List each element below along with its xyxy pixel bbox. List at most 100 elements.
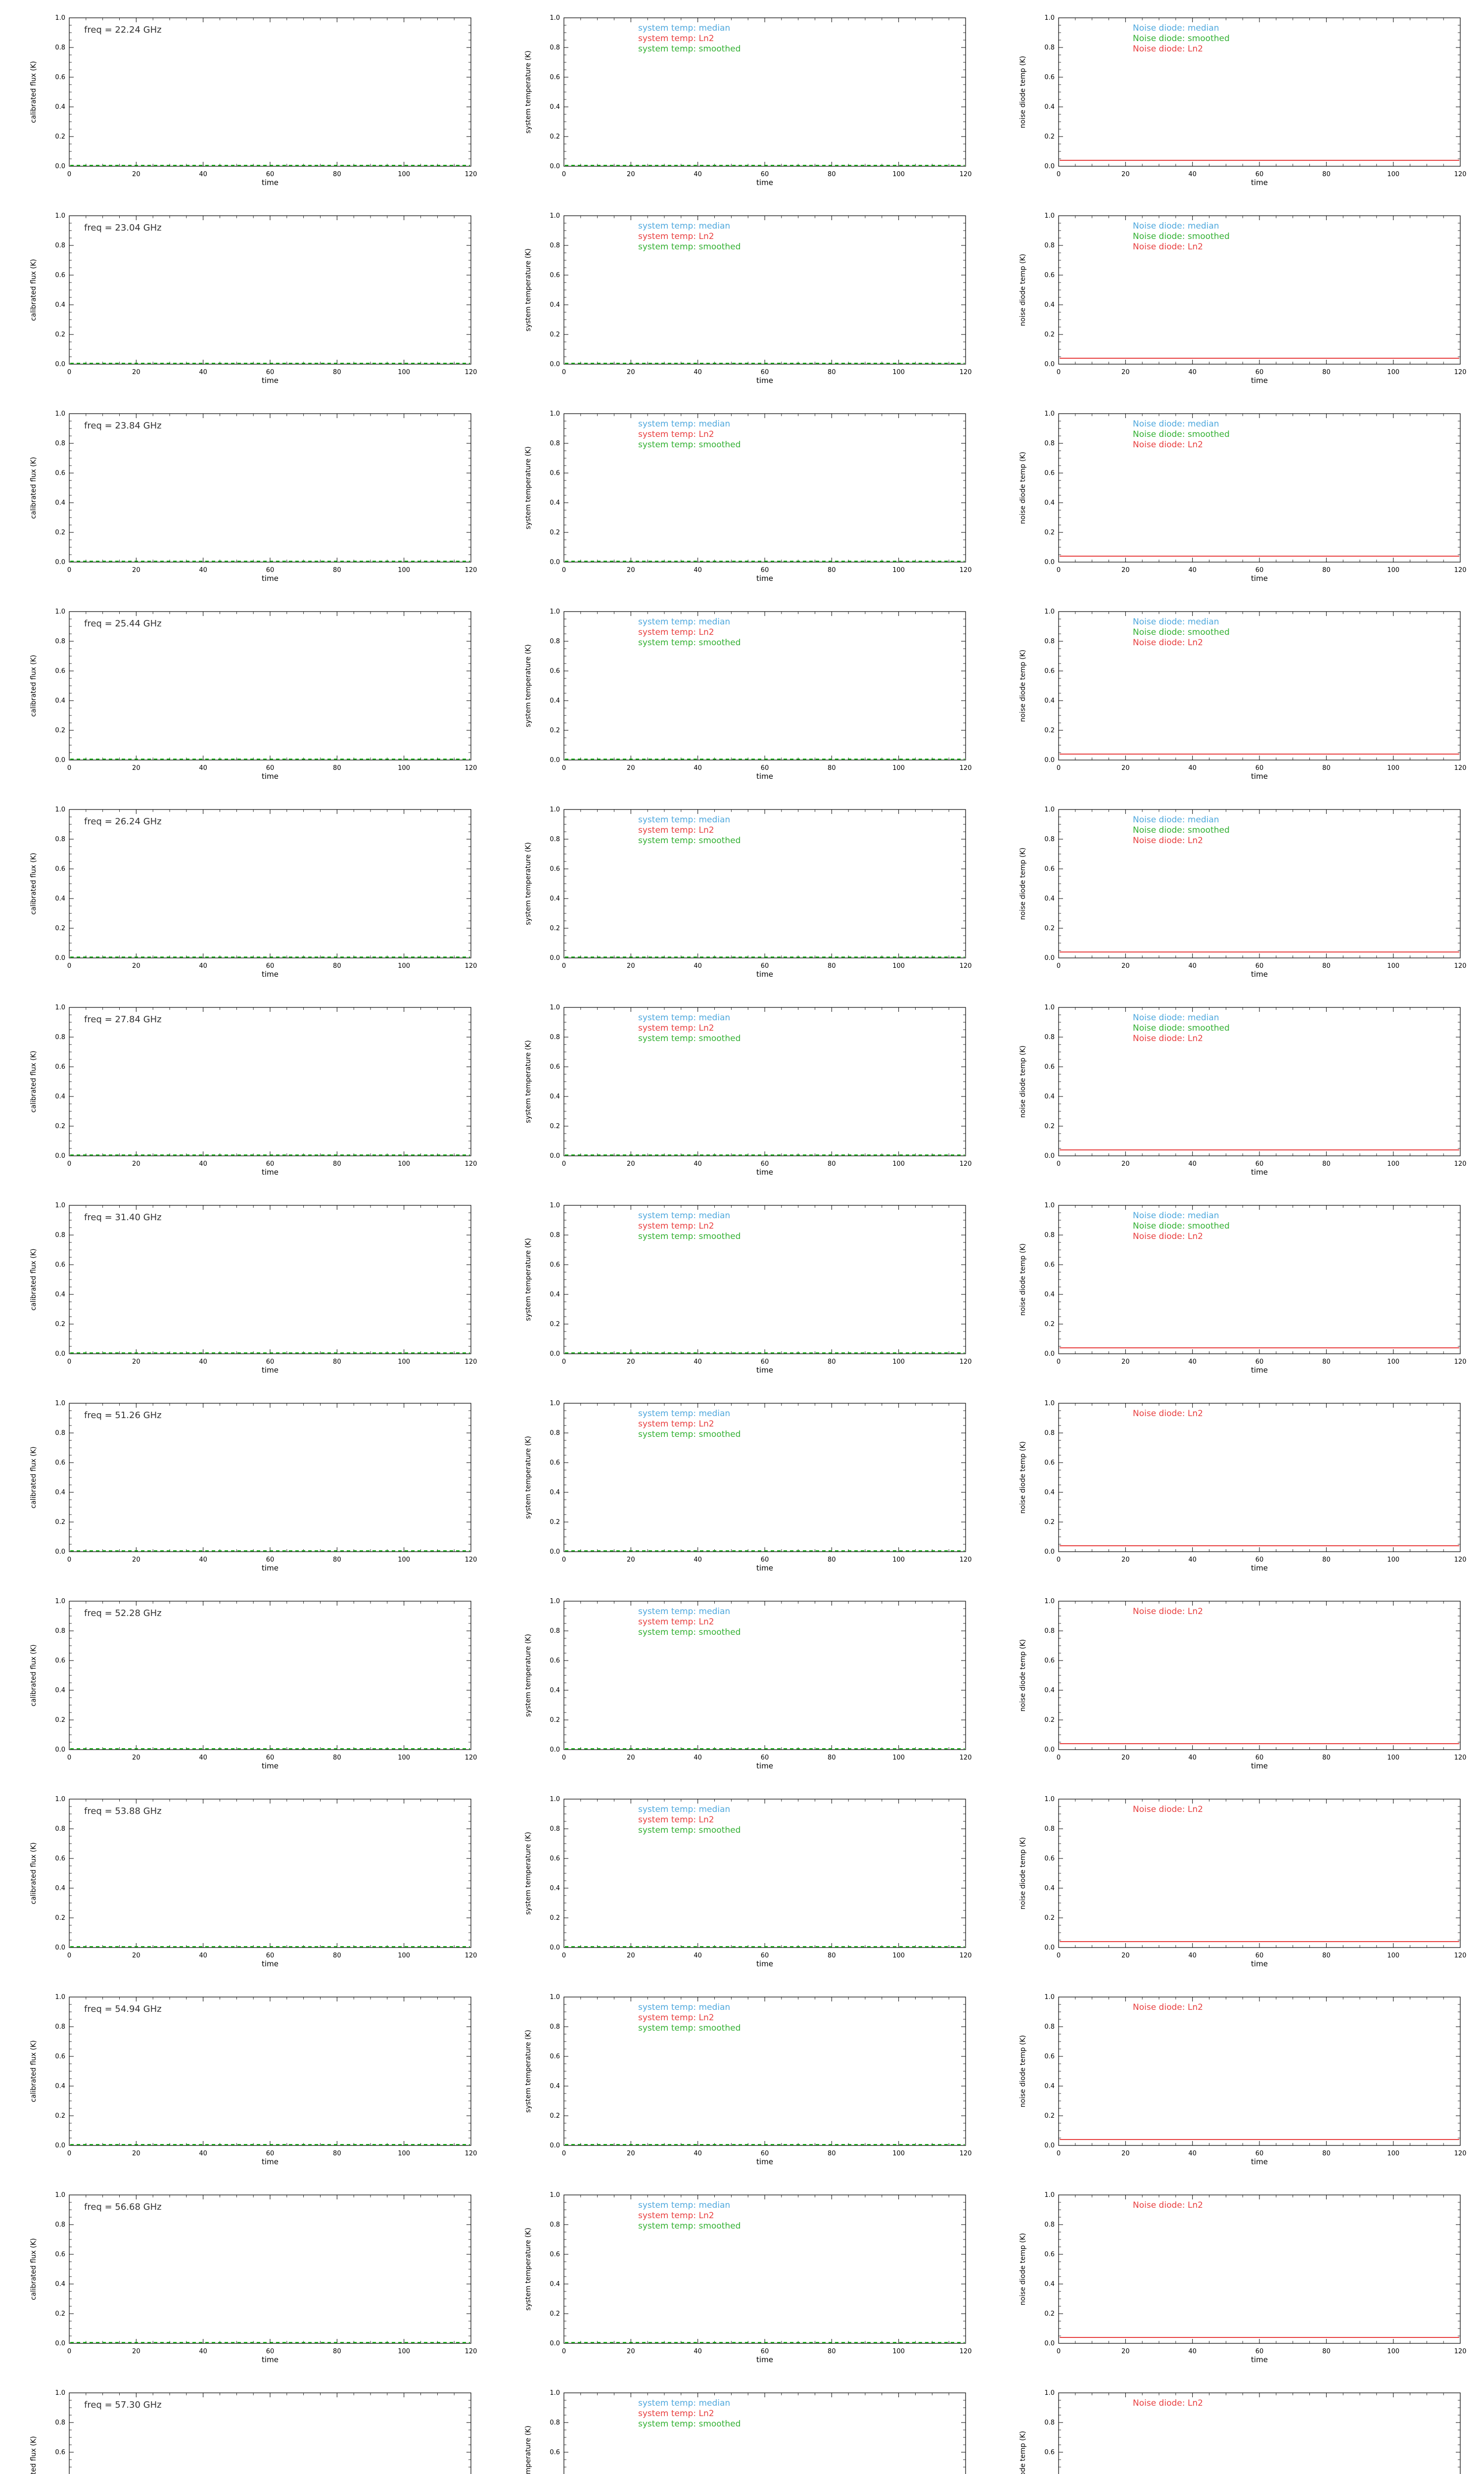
x-tick-label: 40 <box>694 1952 702 1959</box>
y-tick-label: 0.6 <box>1044 1657 1055 1665</box>
y-tick-label: 0.0 <box>1044 1548 1055 1556</box>
x-tick-label: 120 <box>1454 567 1467 574</box>
y-tick-label: 0.2 <box>550 2310 560 2318</box>
y-tick-label: 1.0 <box>1044 2389 1055 2397</box>
y-tick-label: 0.0 <box>550 1548 560 1556</box>
panel-right-row-8: 0 20 40 60 80 100 120 0.0 0.2 0.4 0.6 0.8 1.0 time noi… <box>989 1583 1484 1781</box>
panel-mid-row-4: 0 20 40 60 80 100 120 0.0 0.2 0.4 0.6 0.8 1.0 time sys… <box>495 792 989 990</box>
x-tick-label: 100 <box>892 171 905 178</box>
x-tick-label: 20 <box>1121 1952 1130 1959</box>
x-axis-label: time <box>1251 1959 1268 1968</box>
x-tick-label: 20 <box>1121 962 1130 970</box>
y-tick-label: 0.4 <box>550 1687 560 1694</box>
x-tick-label: 20 <box>1121 1358 1130 1366</box>
chart-canvas-right: 0 20 40 60 80 100 120 0.0 0.2 0.4 0.6 0.8 1.0 time noi… <box>1019 212 1466 385</box>
y-tick-label: 0.8 <box>1044 1429 1055 1437</box>
plot-row-4: 0 20 40 60 80 100 120 0.0 0.2 0.4 0.6 0.8 1.0 time cal… <box>0 792 1484 990</box>
y-tick-label: 0.6 <box>1044 1855 1055 1862</box>
chart-canvas-mid: 0 20 40 60 80 100 120 0.0 0.2 0.4 0.6 0.8 1.0 time sys… <box>524 1202 972 1375</box>
y-tick-label: 0.8 <box>550 1627 560 1635</box>
x-tick-label: 20 <box>132 171 140 178</box>
x-tick-label: 120 <box>1454 764 1467 772</box>
y-tick-label: 0.8 <box>550 638 560 645</box>
legend-entry-noise-diode-ln2: Noise diode: Ln2 <box>1133 1232 1203 1241</box>
legend-entry-system-temp-smoothed: system temp: smoothed <box>638 638 741 648</box>
panel-mid-row-12: 0204060801001200.00.20.40.60.81.0timesys… <box>495 2375 989 2474</box>
y-axis-label: noise diode temp (K) <box>1019 2035 1027 2107</box>
plot-frame <box>1058 1007 1461 1156</box>
x-tick-label: 80 <box>333 369 341 376</box>
y-tick-label: 0.4 <box>55 499 65 507</box>
y-tick-label: 0.8 <box>550 2419 560 2426</box>
x-tick-label: 0 <box>67 764 71 772</box>
plot-frame <box>1058 1403 1461 1552</box>
panel-mid-row-10: 0 20 40 60 80 100 120 0.0 0.2 0.4 0.6 0.8 1.0 time sys… <box>495 1979 989 2177</box>
y-tick-label: 1.0 <box>1044 14 1055 22</box>
x-tick-label: 100 <box>398 1160 410 1168</box>
plot-frame <box>563 413 966 563</box>
y-tick-label: 0.4 <box>55 103 65 111</box>
y-tick-label: 0.6 <box>1044 1063 1055 1071</box>
chart-canvas-mid: 0 20 40 60 80 100 120 0.0 0.2 0.4 0.6 0.8 1.0 time sys… <box>524 1598 972 1770</box>
y-tick-label: 0.6 <box>550 865 560 873</box>
legend-entry-noise-diode-smoothed: Noise diode: smoothed <box>1133 232 1230 241</box>
panel-mid-row-3: 0 20 40 60 80 100 120 0.0 0.2 0.4 0.6 0.8 1.0 time sys… <box>495 594 989 792</box>
plot-row-6: 0 20 40 60 80 100 120 0.0 0.2 0.4 0.6 0.8 1.0 time cal… <box>0 1188 1484 1385</box>
x-tick-label: 20 <box>627 962 635 970</box>
x-tick-label: 60 <box>266 2348 275 2355</box>
x-tick-label: 20 <box>627 2150 635 2157</box>
chart-canvas-left: 0204060801001200.00.20.40.60.81.0timecal… <box>30 2389 471 2474</box>
plot-frame <box>1058 1799 1461 1948</box>
y-axis-label: system temperature (K) <box>524 50 532 134</box>
x-tick-label: 80 <box>828 1160 836 1168</box>
y-tick-label: 0.4 <box>550 1489 560 1496</box>
chart-canvas-mid: 0 20 40 60 80 100 120 0.0 0.2 0.4 0.6 0.8 1.0 time sys… <box>524 1004 972 1177</box>
y-tick-label: 0.8 <box>1044 1034 1055 1041</box>
y-tick-label: 0.0 <box>55 954 65 962</box>
legend-entry-system-temp-smoothed: system temp: smoothed <box>638 2221 741 2231</box>
y-tick-label: 1.0 <box>550 1004 560 1011</box>
x-tick-label: 100 <box>398 764 410 772</box>
plot-frame <box>563 1205 966 1354</box>
x-tick-label: 60 <box>266 1556 275 1564</box>
x-tick-label: 100 <box>1387 1358 1399 1366</box>
x-tick-label: 0 <box>67 1160 71 1168</box>
x-tick-label: 20 <box>132 567 140 574</box>
y-axis-label: calibrated flux (K) <box>30 2238 38 2300</box>
panel-left-row-2: 0 20 40 60 80 100 120 0.0 0.2 0.4 0.6 0.8 1.0 time cal… <box>0 396 495 594</box>
y-tick-label: 0.2 <box>550 1321 560 1328</box>
x-tick-label: 0 <box>1057 1952 1061 1959</box>
y-axis-label: noise diode temp (K) <box>1019 650 1027 722</box>
x-axis-label: time <box>1251 1564 1268 1572</box>
legend-entry-noise-diode-median: Noise diode: median <box>1133 23 1219 33</box>
panel-mid-row-8: 0 20 40 60 80 100 120 0.0 0.2 0.4 0.6 0.8 1.0 time sys… <box>495 1583 989 1781</box>
x-tick-label: 0 <box>1057 764 1061 772</box>
legend-entry-system-temp-median: system temp: median <box>638 221 730 231</box>
legend-entry-system-temp-ln2: system temp: Ln2 <box>638 825 714 835</box>
x-tick-label: 0 <box>1057 1160 1061 1168</box>
y-axis-label: calibrated flux (K) <box>30 1248 38 1310</box>
x-tick-label: 40 <box>199 1358 207 1366</box>
x-tick-label: 20 <box>132 2150 140 2157</box>
legend-entry-system-temp-ln2: system temp: Ln2 <box>638 34 714 44</box>
x-tick-label: 40 <box>199 567 207 574</box>
freq-label: freq = 52.28 GHz <box>84 1608 162 1618</box>
x-tick-label: 0 <box>67 2348 71 2355</box>
x-tick-label: 60 <box>266 369 275 376</box>
x-tick-label: 40 <box>694 171 702 178</box>
x-axis-label: time <box>262 970 278 979</box>
panel-right-row-6: 0 20 40 60 80 100 120 0.0 0.2 0.4 0.6 0.8 1.0 time noi… <box>989 1188 1484 1385</box>
y-tick-label: 0.6 <box>1044 272 1055 279</box>
chart-canvas-right: 0 20 40 60 80 100 120 0.0 0.2 0.4 0.6 0.8 1.0 time noi… <box>1019 2191 1466 2364</box>
y-tick-label: 0.0 <box>1044 361 1055 368</box>
x-tick-label: 100 <box>398 2348 410 2355</box>
x-tick-label: 40 <box>694 567 702 574</box>
chart-canvas-mid: 0 20 40 60 80 100 120 0.0 0.2 0.4 0.6 0.8 1.0 time sys… <box>524 608 972 781</box>
x-tick-label: 100 <box>398 171 410 178</box>
legend-entry-system-temp-median: system temp: median <box>638 1409 730 1419</box>
plot-frame <box>69 611 471 761</box>
